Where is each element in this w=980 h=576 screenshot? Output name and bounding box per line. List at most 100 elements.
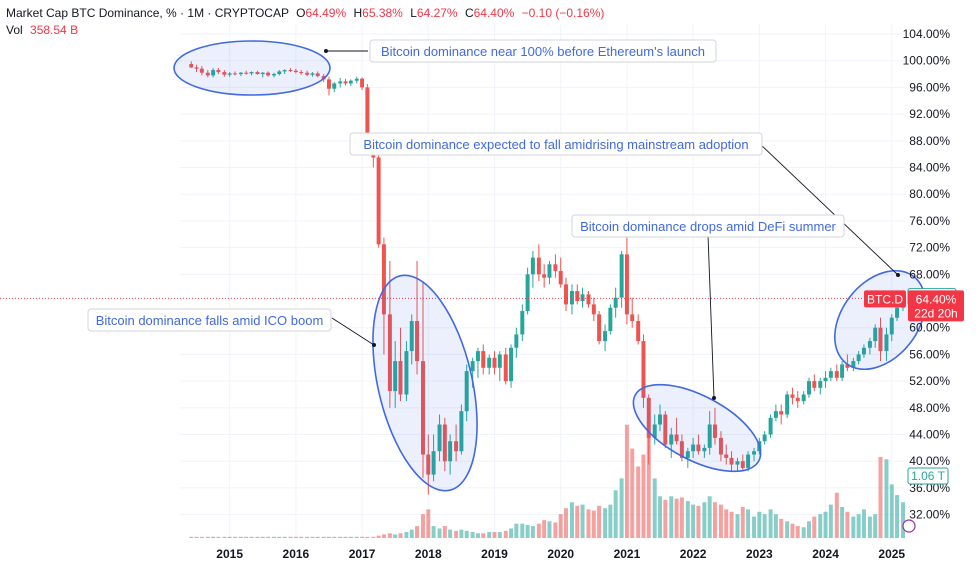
last-price-label: 64.40% xyxy=(916,292,957,306)
annotation-ellipse-defi-summer xyxy=(632,383,762,473)
candle-body xyxy=(812,381,817,388)
candle-body xyxy=(895,307,900,318)
annotation-eth-launch-text: Bitcoin dominance near 100% before Ether… xyxy=(381,44,705,59)
volume-bar xyxy=(354,536,359,538)
y-tick-label: 72.00% xyxy=(909,241,950,255)
annotation-ellipse-ico-boom xyxy=(372,274,478,492)
candle-body xyxy=(205,72,210,76)
volume-bar xyxy=(834,492,839,538)
leader-line-ico-boom xyxy=(331,317,375,346)
volume-bar xyxy=(752,516,757,538)
candle-body xyxy=(305,72,310,75)
volume-bar xyxy=(856,514,861,538)
y-tick-label: 68.00% xyxy=(909,267,950,281)
candle-body xyxy=(752,451,757,455)
candle-body xyxy=(249,72,254,74)
volume-bar xyxy=(840,507,845,538)
candle-body xyxy=(834,371,839,378)
volume-bar xyxy=(454,530,459,538)
volume-bar xyxy=(685,501,690,538)
open-value: 64.49% xyxy=(305,6,347,20)
volume-bar xyxy=(520,523,525,538)
volume-bar xyxy=(901,502,905,538)
close-label: C xyxy=(464,6,474,20)
volume-bar xyxy=(895,495,900,538)
candle-body xyxy=(454,441,459,452)
candle-body xyxy=(851,361,856,368)
candle-body xyxy=(845,364,850,368)
candle-body xyxy=(724,454,729,458)
leader-dot-defi-summer xyxy=(712,396,716,400)
candle-body xyxy=(360,78,365,88)
volume-bar xyxy=(674,498,679,538)
volume-bar xyxy=(873,514,878,538)
volume-bar xyxy=(272,536,277,538)
volume-bar xyxy=(315,536,320,538)
candle-body xyxy=(497,354,502,368)
candle-body xyxy=(381,244,386,315)
volume-bar xyxy=(663,499,668,538)
y-tick-label: 56.00% xyxy=(909,347,950,361)
candle-body xyxy=(707,424,712,448)
volume-bar xyxy=(597,505,602,538)
candle-body xyxy=(282,70,287,72)
volume-bar xyxy=(558,514,563,538)
candle-body xyxy=(658,414,663,425)
candle-body xyxy=(624,254,629,315)
candle-body xyxy=(431,451,436,475)
candle-body xyxy=(712,424,717,438)
candle-body xyxy=(266,72,271,76)
candle-body xyxy=(718,437,723,455)
volume-bar xyxy=(619,478,624,538)
volume-bar xyxy=(509,528,514,538)
candle-body xyxy=(542,274,547,278)
volume-bar xyxy=(497,532,502,538)
candle-body xyxy=(586,294,591,305)
volume-bar xyxy=(851,516,856,538)
candle-body xyxy=(409,321,414,352)
volume-bar xyxy=(426,509,431,538)
x-tick-label: 2016 xyxy=(283,547,310,561)
candle-body xyxy=(856,354,861,362)
candle-body xyxy=(818,381,823,388)
candle-body xyxy=(448,441,453,462)
y-axis: 104.00% 100.00% 96.00% 92.00% 88.00% 84.00% 80… xyxy=(903,27,951,522)
volume-bar xyxy=(740,507,745,538)
candle-body xyxy=(470,361,475,372)
volume-bar xyxy=(547,521,552,538)
candle-body xyxy=(393,361,398,392)
candle-body xyxy=(779,411,784,415)
annotation-ico-boom-box xyxy=(87,308,332,332)
candle-body xyxy=(773,411,778,418)
annotation-leaders xyxy=(324,49,900,400)
candle-body xyxy=(553,264,558,271)
x-tick-label: 2019 xyxy=(481,547,508,561)
volume-bar xyxy=(861,509,866,538)
volume-bar xyxy=(735,514,740,538)
candle-body xyxy=(641,341,646,398)
annotation-ico-boom-text: Bitcoin dominance falls amid ICO boom xyxy=(96,313,324,328)
leader-dot-ico-boom xyxy=(372,343,376,347)
candle-body xyxy=(277,71,282,75)
volume-bar xyxy=(795,526,800,538)
candle-body xyxy=(475,351,480,362)
volume-bar xyxy=(790,523,795,538)
volume-bar xyxy=(475,533,480,538)
volume-bars xyxy=(189,424,905,538)
leader-line-defi-summer xyxy=(707,234,715,399)
scroll-marker[interactable] xyxy=(902,519,916,533)
x-tick-label: 2018 xyxy=(415,547,442,561)
volume-bar xyxy=(249,536,254,538)
volume-bar xyxy=(305,536,310,538)
low-value: 64.27% xyxy=(416,6,458,20)
candle-body xyxy=(735,461,740,465)
volume-header: Vol 358.54 B xyxy=(6,23,78,37)
candle-body xyxy=(746,454,751,468)
candle-body xyxy=(630,314,635,322)
y-tick-label: 88.00% xyxy=(909,134,950,148)
leader-dot-eth-launch xyxy=(324,49,328,53)
volume-bar xyxy=(514,523,519,538)
volume-bar xyxy=(603,508,608,538)
volume-bar xyxy=(387,533,392,538)
